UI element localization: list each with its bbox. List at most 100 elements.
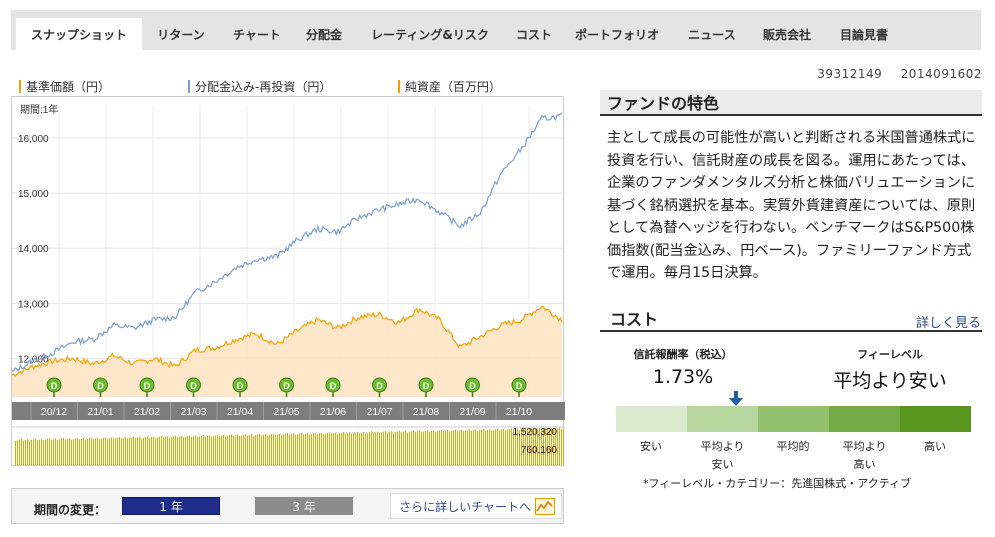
asset-bar — [35, 438, 36, 465]
asset-bar — [57, 440, 58, 465]
asset-bar — [55, 438, 56, 465]
asset-bar — [213, 436, 214, 465]
asset-bar — [309, 434, 310, 465]
asset-bar — [391, 431, 392, 465]
asset-bar — [475, 429, 476, 465]
asset-bar — [431, 431, 432, 465]
asset-bar — [269, 434, 270, 465]
period-label: 期間の変更： — [34, 503, 107, 517]
asset-bar — [85, 439, 86, 465]
tab-return[interactable]: リターン — [157, 27, 205, 42]
asset-bar — [255, 435, 256, 465]
asset-bar — [267, 435, 268, 465]
asset-bar — [201, 435, 202, 465]
month-label: 21/10 — [506, 406, 532, 418]
asset-bar — [543, 428, 544, 465]
asset-bar — [343, 432, 344, 465]
month-band — [12, 402, 565, 420]
asset-bar — [523, 428, 524, 465]
asset-bar — [69, 438, 70, 465]
tab-cost[interactable]: コスト — [515, 27, 552, 42]
asset-bar — [273, 433, 274, 465]
asset-bar — [505, 430, 506, 465]
asset-bar — [15, 441, 16, 465]
asset-bar — [375, 432, 376, 465]
asset-bar — [387, 432, 388, 465]
asset-bar — [157, 437, 158, 465]
asset-bar — [307, 433, 308, 465]
asset-bar — [75, 438, 76, 465]
asset-bar — [553, 427, 554, 465]
asset-bar — [277, 434, 278, 465]
asset-bar — [151, 437, 152, 465]
dividend-marker-label: D — [469, 381, 476, 391]
asset-bar — [299, 433, 300, 465]
asset-bar — [189, 435, 190, 465]
volume-label-mid: 760,160 — [521, 445, 558, 456]
asset-bar — [381, 432, 382, 465]
legend-reinvest-label: 分配金込み-再投資（円） — [195, 79, 332, 94]
asset-bar — [43, 440, 44, 465]
asset-bar — [357, 431, 358, 465]
asset-bar — [91, 437, 92, 465]
asset-bar — [491, 430, 492, 465]
tab-distributors[interactable]: 販売会社 — [762, 27, 811, 42]
asset-bar — [531, 428, 532, 465]
asset-bar — [129, 437, 130, 465]
asset-bar — [101, 438, 102, 465]
asset-bar — [65, 439, 66, 465]
y-tick-label: 13,000 — [18, 299, 49, 310]
asset-bar — [463, 431, 464, 465]
asset-bar — [125, 437, 126, 465]
asset-bar — [415, 431, 416, 465]
asset-bar — [107, 438, 108, 465]
asset-bar — [417, 431, 418, 465]
asset-bar — [25, 439, 26, 465]
asset-bar — [175, 435, 176, 465]
fee-level-label: フィーレベル — [857, 348, 923, 361]
asset-bar — [287, 433, 288, 465]
asset-bar — [283, 434, 284, 465]
more-chart-link[interactable]: さらに詳しいチャートへ — [390, 493, 562, 519]
asset-bar — [435, 431, 436, 465]
tab-distribution[interactable]: 分配金 — [305, 27, 342, 42]
asset-bar — [329, 432, 330, 465]
dividend-marker — [46, 377, 62, 393]
legend-reinvest-swatch — [188, 79, 190, 93]
asset-bar — [253, 435, 254, 465]
asset-bar — [517, 428, 518, 465]
cost-details-link[interactable]: 詳しく見る — [915, 316, 981, 331]
asset-bar — [97, 437, 98, 465]
tab-prospectus[interactable]: 目論見書 — [839, 27, 888, 42]
tab-news[interactable]: ニュース — [688, 27, 736, 42]
asset-bar — [245, 434, 246, 465]
tab-portfolio[interactable]: ポートフォリオ — [574, 27, 659, 42]
asset-bar — [191, 436, 192, 465]
asset-bar — [177, 437, 178, 465]
asset-bar — [509, 429, 510, 465]
asset-bar — [215, 435, 216, 465]
asset-bar — [471, 430, 472, 465]
asset-bar — [117, 437, 118, 465]
asset-bar — [497, 428, 498, 465]
tab-snapshot[interactable]: スナップショット — [16, 18, 142, 50]
fee-scale-label-avg: 平均的 — [776, 440, 810, 453]
asset-bar — [493, 429, 494, 465]
asset-bar — [251, 434, 252, 465]
asset-bar — [407, 432, 408, 465]
asset-bar — [365, 433, 366, 465]
asset-bar — [423, 431, 424, 465]
tab-chart[interactable]: チャート — [233, 27, 281, 42]
asset-bar — [451, 430, 452, 465]
asset-bar — [115, 438, 116, 465]
y-tick-label: 15,000 — [18, 189, 49, 200]
asset-bar — [487, 429, 488, 465]
asset-bar — [167, 436, 168, 465]
asset-bar — [79, 439, 80, 465]
tab-rating-risk[interactable]: レーティング&リスク — [371, 27, 489, 42]
period-1y-button[interactable]: 1 年 — [122, 497, 220, 515]
legend-nav-swatch — [19, 79, 21, 93]
asset-bar — [73, 439, 74, 465]
asset-bar — [433, 430, 434, 465]
period-3y-button[interactable]: 3 年 — [255, 497, 353, 515]
